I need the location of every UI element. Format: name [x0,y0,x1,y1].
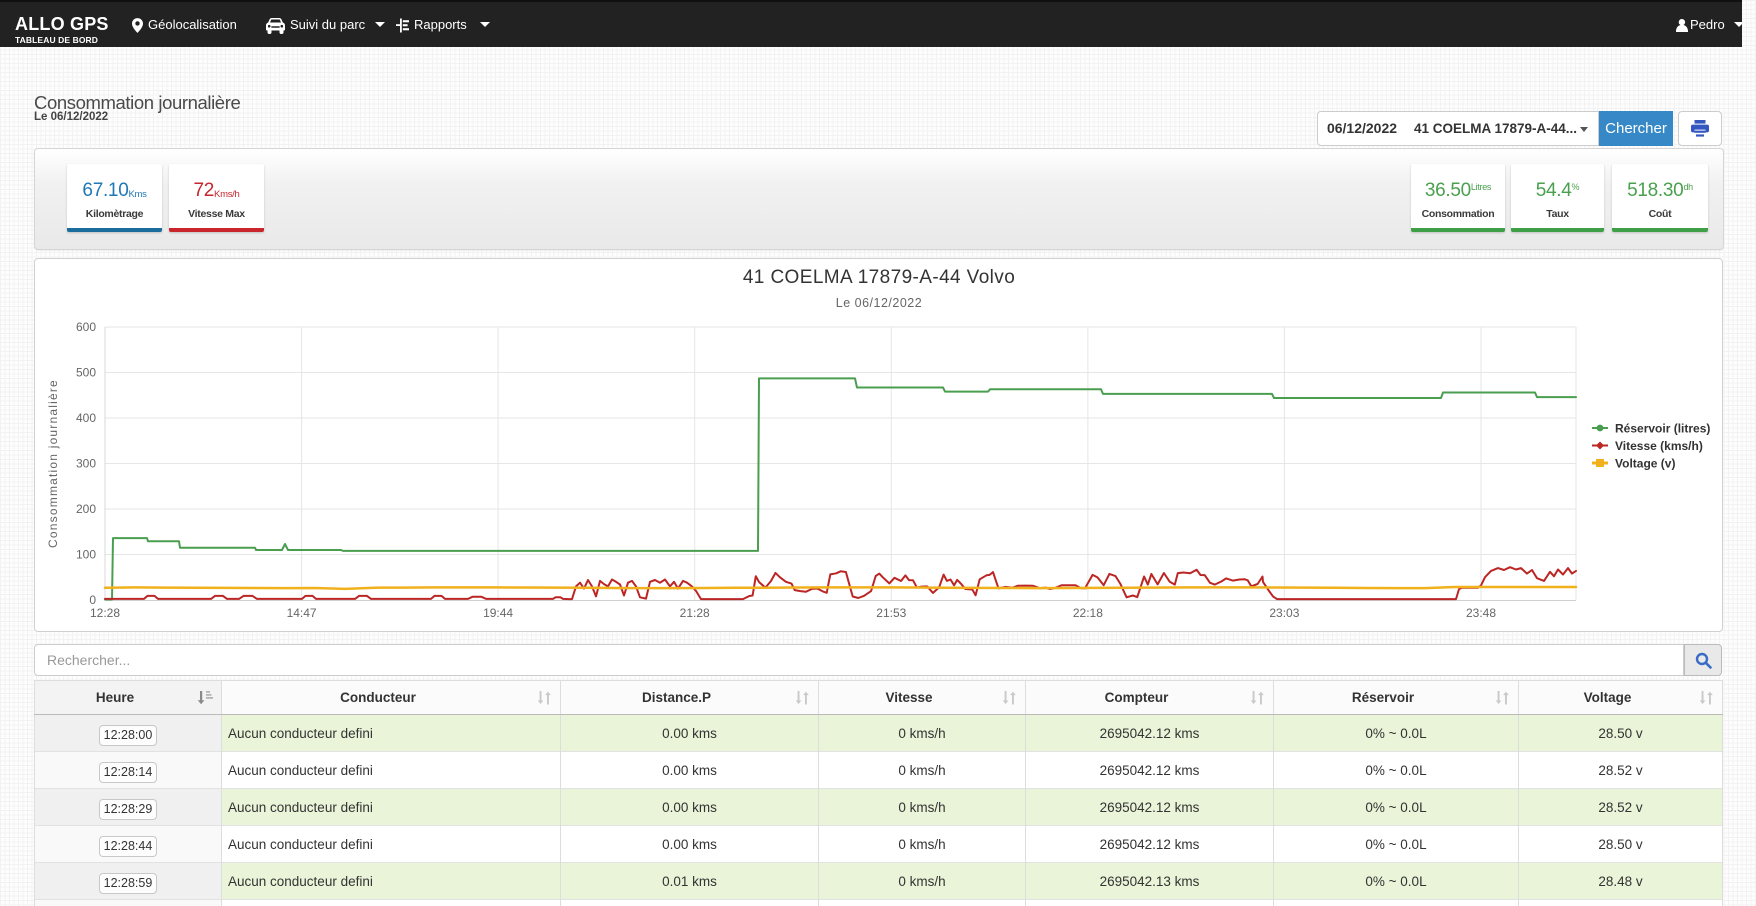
svg-text:0: 0 [89,593,96,607]
svg-text:400: 400 [76,411,96,425]
svg-text:12:28: 12:28 [90,606,120,620]
svg-text:Vitesse (kms/h): Vitesse (kms/h) [1615,439,1703,453]
svg-text:600: 600 [76,320,96,334]
svg-text:41 COELMA 17879-A-44 Volvo: 41 COELMA 17879-A-44 Volvo [743,267,1015,288]
svg-text:Le 06/12/2022: Le 06/12/2022 [836,296,922,310]
svg-text:Consommation journalière: Consommation journalière [46,379,60,548]
svg-text:21:53: 21:53 [876,606,906,620]
svg-text:23:03: 23:03 [1269,606,1299,620]
svg-text:200: 200 [76,502,96,516]
svg-text:Réservoir (litres): Réservoir (litres) [1615,422,1710,436]
svg-text:500: 500 [76,366,96,380]
svg-text:14:47: 14:47 [287,606,317,620]
svg-text:19:44: 19:44 [483,606,513,620]
svg-text:22:18: 22:18 [1073,606,1103,620]
svg-text:23:48: 23:48 [1466,606,1496,620]
svg-text:300: 300 [76,457,96,471]
svg-text:Voltage (v): Voltage (v) [1615,457,1675,471]
svg-text:21:28: 21:28 [680,606,710,620]
svg-text:100: 100 [76,548,96,562]
